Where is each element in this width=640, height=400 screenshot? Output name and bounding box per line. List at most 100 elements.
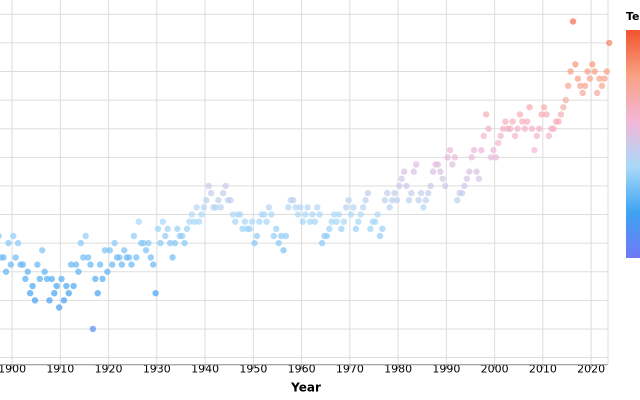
point	[350, 204, 357, 211]
point	[427, 182, 434, 190]
point	[51, 289, 58, 297]
point	[251, 239, 258, 247]
x-tick-label: 1940	[191, 363, 219, 376]
point	[367, 225, 374, 233]
point	[437, 168, 444, 175]
point	[468, 154, 475, 161]
point	[577, 82, 584, 90]
point	[485, 125, 492, 132]
point	[152, 289, 159, 297]
x-tick-label: 2000	[481, 363, 509, 376]
point	[403, 182, 410, 190]
point	[219, 189, 227, 197]
point	[591, 68, 598, 75]
point	[46, 297, 53, 304]
point	[200, 204, 208, 211]
point	[246, 225, 253, 233]
point	[60, 297, 68, 304]
point	[101, 247, 109, 254]
point	[89, 325, 97, 333]
point	[593, 89, 601, 97]
point	[482, 111, 490, 118]
point	[43, 275, 51, 283]
point	[186, 218, 193, 225]
point	[572, 61, 579, 68]
point	[497, 132, 504, 140]
point	[362, 197, 369, 204]
point	[323, 232, 331, 240]
point	[193, 204, 200, 211]
x-tick-label: 1990	[432, 363, 460, 376]
point	[601, 75, 608, 82]
point	[478, 146, 485, 154]
point	[92, 275, 99, 283]
colorbar	[626, 30, 640, 258]
point	[415, 197, 422, 204]
point	[87, 261, 94, 268]
point	[598, 82, 606, 90]
point	[412, 161, 420, 168]
point	[509, 118, 516, 125]
point	[574, 75, 582, 82]
point	[241, 218, 249, 225]
point	[24, 268, 31, 275]
point	[379, 225, 386, 233]
point	[277, 232, 285, 240]
point	[80, 254, 87, 261]
point	[263, 218, 270, 225]
point	[538, 111, 545, 118]
point	[273, 225, 280, 233]
point	[545, 132, 553, 140]
point	[36, 275, 44, 283]
point	[125, 254, 133, 261]
point	[521, 125, 528, 132]
point	[145, 239, 152, 247]
point	[391, 189, 398, 197]
point	[121, 247, 128, 254]
point	[166, 239, 174, 247]
point	[188, 211, 196, 218]
point	[157, 239, 164, 247]
point	[133, 254, 140, 261]
point	[265, 204, 273, 211]
point	[207, 189, 215, 197]
point	[53, 282, 60, 290]
point	[396, 182, 403, 190]
point	[581, 82, 589, 90]
point	[381, 197, 389, 204]
point	[338, 225, 345, 233]
point	[268, 211, 275, 218]
point	[555, 118, 562, 125]
point	[232, 218, 239, 225]
point	[171, 239, 179, 247]
point	[490, 146, 497, 154]
point	[260, 211, 268, 218]
point	[567, 68, 574, 75]
point	[540, 104, 548, 111]
point	[475, 175, 483, 182]
x-tick-label: 2010	[529, 363, 557, 376]
point	[343, 204, 350, 211]
x-tick-label: 1950	[239, 363, 267, 376]
point	[58, 275, 65, 283]
point	[492, 154, 500, 161]
point	[41, 268, 48, 275]
x-tick-label: 1970	[336, 363, 364, 376]
point	[519, 118, 526, 125]
x-tick-label: 2020	[577, 363, 605, 376]
point	[22, 275, 29, 283]
point	[48, 275, 56, 283]
point	[236, 211, 244, 218]
point	[603, 68, 610, 75]
point	[398, 175, 405, 182]
point	[285, 204, 292, 211]
point	[0, 233, 2, 239]
point	[420, 204, 427, 211]
point	[65, 289, 72, 297]
point	[306, 218, 314, 225]
point	[135, 218, 142, 225]
point	[178, 232, 186, 240]
point	[458, 189, 466, 197]
